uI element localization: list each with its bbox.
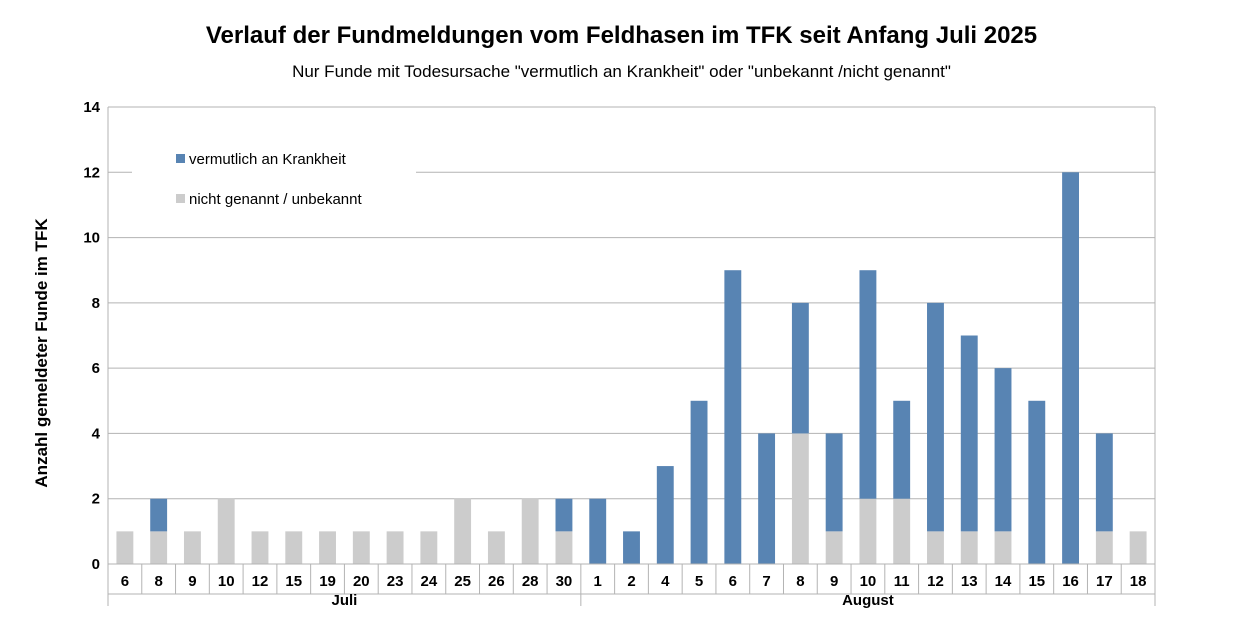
bar-segment-krankheit bbox=[724, 270, 742, 564]
legend: vermutlich an Krankheit nicht genannt / u… bbox=[132, 140, 416, 218]
bar-segment-krankheit bbox=[960, 335, 978, 532]
bar-segment-krankheit bbox=[994, 368, 1012, 532]
x-tick-label: 15 bbox=[285, 573, 302, 590]
bar-segment-unbekannt bbox=[555, 531, 573, 564]
x-tick-label: 1 bbox=[594, 573, 602, 590]
bar-segment-unbekannt bbox=[454, 498, 472, 564]
axes bbox=[107, 107, 1156, 606]
bar-segment-krankheit bbox=[656, 466, 674, 564]
bar-segment-unbekannt bbox=[116, 531, 134, 564]
x-tick-label: 8 bbox=[796, 573, 804, 590]
chart-title: Verlauf der Fundmeldungen vom Feldhasen … bbox=[205, 22, 1038, 49]
bar-segment-krankheit bbox=[589, 498, 607, 564]
bar-segment-krankheit bbox=[150, 498, 168, 532]
bar-segment-unbekannt bbox=[927, 531, 944, 564]
bar-segment-krankheit bbox=[825, 433, 843, 532]
x-tick-label: 8 bbox=[154, 573, 162, 590]
bar-segment-unbekannt bbox=[150, 531, 168, 564]
x-tick-label: 18 bbox=[1130, 573, 1147, 590]
bar-segment-unbekannt bbox=[791, 433, 809, 564]
bar-segment-unbekannt bbox=[1095, 531, 1113, 564]
x-tick-label: 12 bbox=[252, 573, 269, 590]
x-tick-label: 5 bbox=[695, 573, 703, 590]
y-tick-label: 14 bbox=[83, 99, 100, 116]
x-tick-label: 17 bbox=[1096, 573, 1113, 590]
x-tick-label: 25 bbox=[454, 573, 471, 590]
bar-segment-unbekannt bbox=[859, 498, 877, 564]
bar-segment-unbekannt bbox=[960, 531, 978, 564]
bars bbox=[116, 172, 1147, 565]
bar-segment-unbekannt bbox=[825, 531, 843, 564]
x-tick-label: 20 bbox=[353, 573, 370, 590]
x-tick-label: 23 bbox=[387, 573, 404, 590]
x-tick-label: 6 bbox=[121, 573, 129, 590]
bar-segment-unbekannt bbox=[285, 531, 303, 564]
bar-segment-unbekannt bbox=[521, 498, 539, 564]
x-tick-label: 2 bbox=[627, 573, 635, 590]
y-tick-label: 6 bbox=[92, 360, 100, 377]
month-label: Juli bbox=[331, 592, 357, 609]
bar-segment-krankheit bbox=[1062, 172, 1080, 565]
bar-segment-unbekannt bbox=[183, 531, 201, 564]
x-tick-label: 11 bbox=[894, 573, 910, 590]
bar-segment-unbekannt bbox=[420, 531, 438, 564]
x-tick-label: 10 bbox=[860, 573, 877, 590]
legend-box bbox=[132, 140, 416, 218]
month-label: August bbox=[842, 592, 894, 609]
x-tick-label: 14 bbox=[995, 573, 1012, 590]
y-tick-label: 4 bbox=[92, 425, 101, 442]
x-tick-label: 24 bbox=[421, 573, 438, 590]
y-tick-label: 12 bbox=[83, 164, 100, 181]
x-tick-label: 4 bbox=[661, 573, 670, 590]
bar-segment-krankheit bbox=[791, 302, 809, 434]
legend-label: vermutlich an Krankheit bbox=[189, 151, 347, 168]
bar-segment-unbekannt bbox=[352, 531, 370, 564]
x-tick-label: 9 bbox=[188, 573, 196, 590]
bar-segment-krankheit bbox=[758, 433, 776, 564]
x-tick-label: 13 bbox=[961, 573, 978, 590]
legend-swatch bbox=[176, 154, 185, 163]
x-tick-label: 15 bbox=[1028, 573, 1045, 590]
bar-segment-unbekannt bbox=[386, 531, 404, 564]
x-tick-label: 9 bbox=[830, 573, 838, 590]
x-tick-label: 26 bbox=[488, 573, 505, 590]
x-tick-label: 6 bbox=[729, 573, 737, 590]
bar-segment-unbekannt bbox=[251, 531, 269, 564]
bar-segment-unbekannt bbox=[319, 531, 336, 564]
x-tick-label: 10 bbox=[218, 573, 235, 590]
bar-segment-krankheit bbox=[927, 302, 944, 532]
y-tick-label: 0 bbox=[92, 556, 100, 573]
chart-subtitle: Nur Funde mit Todesursache "vermutlich a… bbox=[292, 62, 951, 81]
bar-segment-unbekannt bbox=[487, 531, 505, 564]
legend-label: nicht genannt / unbekannt bbox=[189, 191, 362, 208]
bar-segment-unbekannt bbox=[217, 498, 235, 564]
bar-segment-krankheit bbox=[893, 400, 911, 499]
x-tick-label: 28 bbox=[522, 573, 539, 590]
y-tick-label: 10 bbox=[83, 230, 100, 247]
bar-segment-krankheit bbox=[1028, 400, 1046, 564]
bar-segment-unbekannt bbox=[994, 531, 1012, 564]
bar-segment-unbekannt bbox=[893, 498, 911, 564]
bar-segment-krankheit bbox=[859, 270, 877, 499]
x-tick-label: 16 bbox=[1062, 573, 1079, 590]
y-axis-title: Anzahl gemeldeter Funde im TFK bbox=[32, 218, 51, 488]
bar-segment-krankheit bbox=[690, 400, 708, 564]
bar-segment-krankheit bbox=[623, 531, 640, 564]
x-tick-label: 19 bbox=[319, 573, 336, 590]
bar-segment-krankheit bbox=[555, 498, 573, 532]
y-tick-label: 8 bbox=[92, 295, 100, 312]
bar-segment-krankheit bbox=[1095, 433, 1113, 532]
y-tick-label: 2 bbox=[92, 491, 100, 508]
x-tick-label: 30 bbox=[556, 573, 573, 590]
legend-swatch bbox=[176, 194, 185, 203]
bar-segment-unbekannt bbox=[1129, 531, 1147, 564]
x-tick-label: 7 bbox=[762, 573, 770, 590]
x-tick-label: 12 bbox=[927, 573, 944, 590]
